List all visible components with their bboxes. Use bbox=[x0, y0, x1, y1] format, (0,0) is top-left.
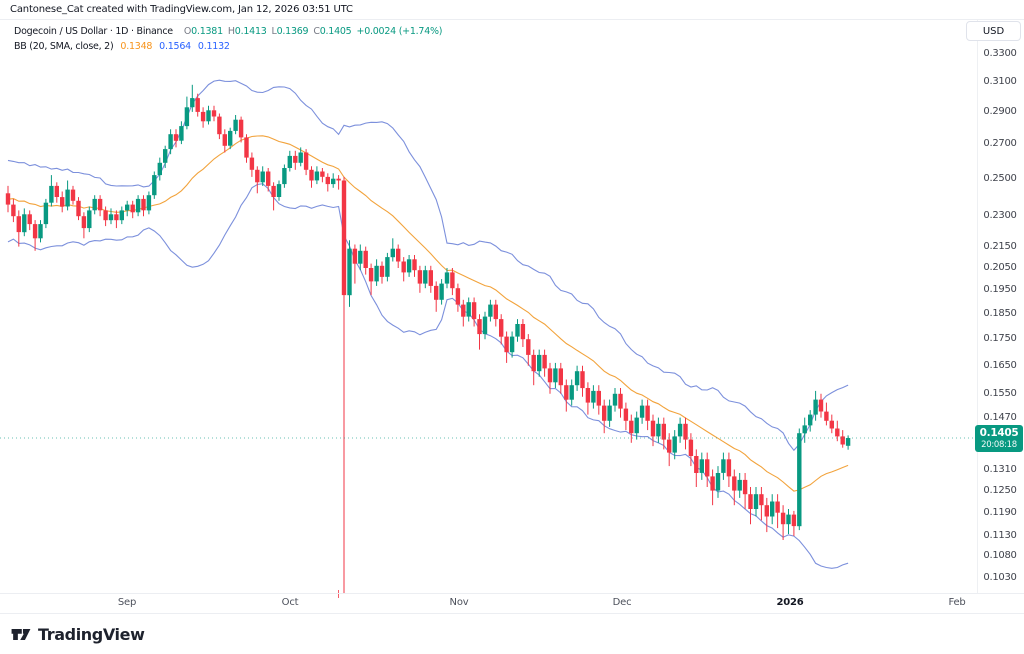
price-tick-label: 0.2700 bbox=[983, 138, 1017, 149]
bollinger-bands bbox=[7, 79, 849, 569]
price-tick-label: 0.2050 bbox=[983, 262, 1017, 273]
bb-lower-value: 0.1132 bbox=[197, 41, 230, 52]
time-axis[interactable]: Sep Oct Nov Dec 2026 Feb bbox=[0, 594, 977, 613]
open-value: 0.1381 bbox=[191, 26, 223, 37]
tradingview-logo-icon bbox=[10, 626, 32, 643]
price-tick-label: 0.3100 bbox=[983, 76, 1017, 87]
price-tick-label: 0.1130 bbox=[983, 530, 1017, 541]
close-label: C bbox=[313, 26, 320, 37]
brand-name: TradingView bbox=[38, 624, 145, 644]
price-tick-label: 0.1030 bbox=[983, 572, 1017, 583]
price-tick-label: 0.1470 bbox=[983, 412, 1017, 423]
price-tick-label: 0.2900 bbox=[983, 106, 1017, 117]
bar-countdown: 20:08:18 bbox=[981, 440, 1017, 450]
time-axis-label: Sep bbox=[117, 597, 137, 608]
header-separator bbox=[0, 19, 1024, 20]
bb-basis-value: 0.1348 bbox=[120, 41, 153, 52]
time-axis-label: 2026 bbox=[776, 597, 804, 608]
symbol-legend-row[interactable]: Dogecoin / US Dollar · 1D · Binance O0.13… bbox=[14, 26, 443, 37]
close-value: 0.1405 bbox=[319, 26, 352, 37]
footer-brand[interactable]: TradingView bbox=[10, 619, 145, 649]
price-tick-label: 0.2300 bbox=[983, 210, 1017, 221]
bb-upper-value: 0.1564 bbox=[159, 41, 191, 52]
price-tick-label: 0.2150 bbox=[983, 241, 1017, 252]
price-tick-label: 0.1850 bbox=[983, 308, 1017, 319]
price-tick-label: 0.2500 bbox=[983, 173, 1017, 184]
time-axis-label: Feb bbox=[948, 597, 966, 608]
price-chart-canvas[interactable] bbox=[0, 20, 977, 593]
time-axis-label: Dec bbox=[612, 597, 632, 608]
change-value: +0.0024 (+1.74%) bbox=[356, 26, 443, 37]
price-tick-label: 0.3300 bbox=[983, 48, 1017, 59]
price-axis[interactable]: 0.3300 0.3100 0.2900 0.2700 0.2500 0.2300 0.21… bbox=[978, 20, 1024, 593]
time-axis-separator bbox=[0, 593, 1024, 594]
high-value: 0.1413 bbox=[234, 26, 267, 37]
price-tick-label: 0.1250 bbox=[983, 485, 1017, 496]
indicator-legend-row[interactable]: BB (20, SMA, close, 2) 0.1348 0.1564 0.1132 bbox=[14, 41, 230, 52]
open-label: O bbox=[183, 26, 192, 37]
chart-pane[interactable] bbox=[0, 20, 977, 593]
price-tick-label: 0.1310 bbox=[983, 464, 1017, 475]
time-axis-label: Nov bbox=[449, 597, 469, 608]
ohlc-values: O0.1381 H0.1413 L0.1369 C0.1405 +0.0024 (+1.… bbox=[179, 26, 443, 37]
candlestick-series bbox=[5, 84, 851, 593]
price-tick-label: 0.1650 bbox=[983, 360, 1017, 371]
price-axis-separator bbox=[977, 20, 978, 593]
price-tick-label: 0.1550 bbox=[983, 388, 1017, 399]
crash-wick-overflow bbox=[338, 590, 339, 598]
low-label: L bbox=[271, 26, 277, 37]
low-value: 0.1369 bbox=[276, 26, 309, 37]
last-price-value: 0.1405 bbox=[979, 427, 1019, 439]
indicator-title[interactable]: BB (20, SMA, close, 2) bbox=[14, 41, 114, 52]
last-price-badge[interactable]: 0.1405 20:08:18 bbox=[975, 425, 1023, 452]
attribution-text: Cantonese_Cat created with TradingView.c… bbox=[10, 4, 353, 15]
footer-separator bbox=[0, 613, 1024, 614]
currency-toggle-button[interactable]: USD bbox=[966, 21, 1021, 41]
price-tick-label: 0.1950 bbox=[983, 284, 1017, 295]
time-axis-label: Oct bbox=[281, 597, 299, 608]
symbol-title[interactable]: Dogecoin / US Dollar · 1D · Binance bbox=[14, 26, 173, 37]
price-tick-label: 0.1750 bbox=[983, 333, 1017, 344]
price-tick-label: 0.1080 bbox=[983, 550, 1017, 561]
price-tick-label: 0.1190 bbox=[983, 507, 1017, 518]
high-label: H bbox=[227, 26, 235, 37]
